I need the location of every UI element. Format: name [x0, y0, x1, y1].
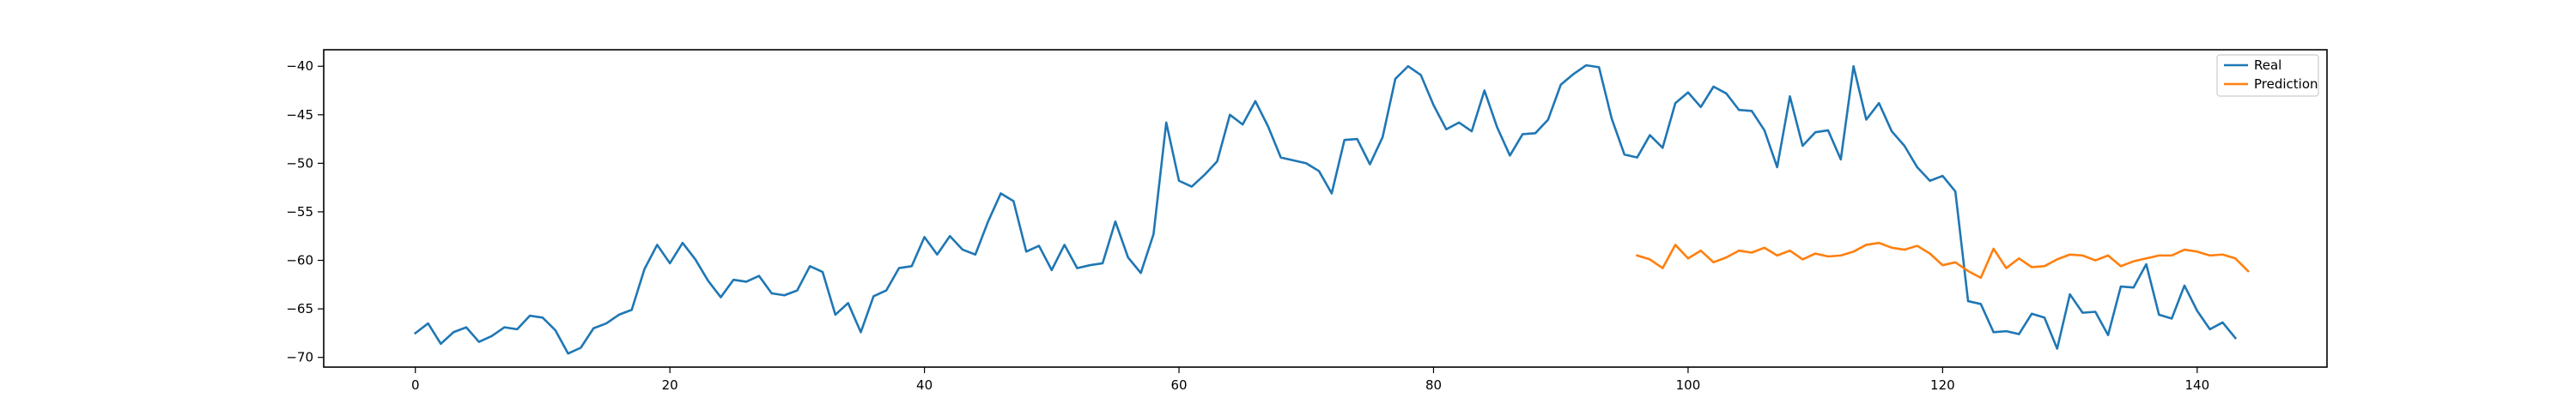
x-axis: 0 20 40 60 80 100 120 140: [411, 367, 2209, 393]
legend-label-real: Real: [2254, 57, 2281, 73]
series-line-real: [413, 63, 2238, 355]
series-line-prediction: [1636, 241, 2250, 280]
x-tick-label: 80: [1425, 377, 1442, 393]
plot-frame: [323, 49, 2328, 368]
y-tick-label: −50: [286, 155, 313, 171]
x-tick-label: 40: [916, 377, 933, 393]
x-tick-label: 0: [411, 377, 420, 393]
y-tick-label: −60: [286, 253, 313, 268]
x-tick-label: 60: [1170, 377, 1187, 393]
y-tick-label: −40: [286, 58, 313, 74]
y-axis: −40 −45 −50 −55 −60 −65 −70: [286, 58, 324, 365]
legend-label-prediction: Prediction: [2254, 76, 2318, 92]
plot-area: [413, 63, 2250, 355]
y-tick-label: −55: [286, 204, 313, 220]
x-tick-label: 140: [2184, 377, 2209, 393]
x-tick-label: 20: [662, 377, 678, 393]
legend: Real Prediction: [2216, 54, 2319, 97]
x-tick-label: 100: [1676, 377, 1701, 393]
y-tick-label: −65: [286, 301, 313, 317]
y-tick-label: −70: [286, 350, 313, 365]
y-tick-label: −45: [286, 107, 313, 123]
x-tick-label: 120: [1930, 377, 1955, 393]
